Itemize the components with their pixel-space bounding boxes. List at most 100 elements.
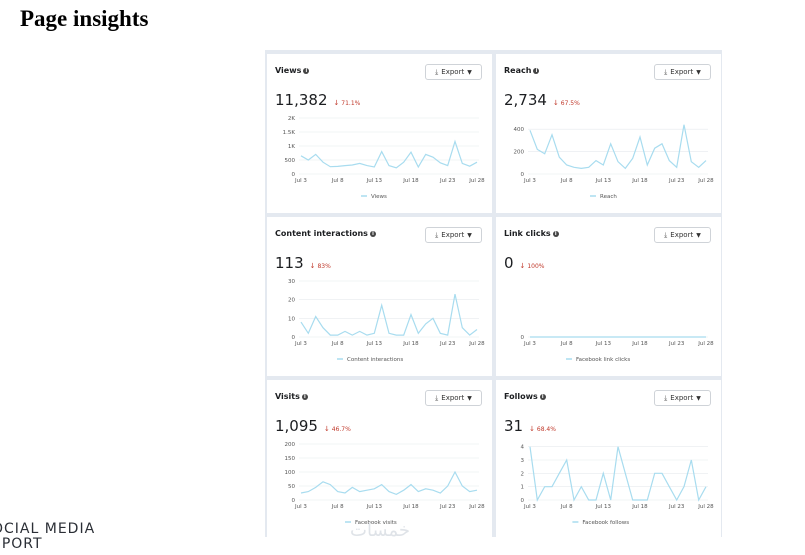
info-icon[interactable]: i bbox=[533, 67, 540, 74]
y-tick-label: 150 bbox=[285, 456, 296, 462]
legend-label: Views bbox=[371, 194, 387, 200]
x-tick-label: Jul 13 bbox=[595, 341, 612, 347]
x-tick-label: Jul 3 bbox=[523, 341, 536, 347]
download-icon: ⤓ bbox=[664, 230, 668, 239]
y-tick-label: 200 bbox=[514, 150, 525, 156]
download-icon: ⤓ bbox=[664, 393, 668, 402]
metric-change: ↓ 100% bbox=[520, 262, 545, 270]
metric-change: ↓ 68.4% bbox=[529, 425, 556, 433]
export-button[interactable]: ⤓ Export ▼ bbox=[425, 227, 482, 243]
card-title: Content interactions i bbox=[275, 229, 376, 238]
info-icon[interactable]: i bbox=[369, 230, 376, 237]
arrow-down-icon: ↓ bbox=[309, 262, 316, 270]
export-label: Export bbox=[441, 394, 465, 402]
y-tick-label: 1 bbox=[521, 485, 525, 491]
legend-label: Facebook follows bbox=[582, 520, 629, 526]
x-tick-label: Jul 8 bbox=[560, 341, 573, 347]
y-tick-label: 2 bbox=[521, 471, 525, 477]
legend-label: Facebook link clicks bbox=[576, 357, 630, 363]
series-line bbox=[529, 446, 707, 502]
card-title: Visits i bbox=[275, 392, 308, 401]
metric-value: 1,095 bbox=[275, 417, 318, 435]
insights-grid: Views i ⤓ Export ▼ 11,382 ↓ 71.1% 2K 1.5K… bbox=[265, 50, 722, 539]
x-tick-label: Jul 8 bbox=[331, 178, 344, 184]
x-tick-label: Jul 28 bbox=[697, 178, 714, 184]
brand-line-2: EPORT bbox=[0, 536, 43, 552]
metric-row: 2,734 ↓ 67.5% bbox=[504, 91, 580, 109]
download-icon: ⤓ bbox=[435, 230, 439, 239]
arrow-down-icon: ↓ bbox=[529, 425, 535, 433]
x-tick-label: Jul 23 bbox=[668, 341, 685, 347]
x-tick-label: Jul 23 bbox=[439, 178, 456, 184]
x-tick-label: Jul 23 bbox=[439, 341, 456, 347]
y-tick-label: 2K bbox=[288, 116, 295, 122]
metric-value: 113 bbox=[275, 254, 304, 272]
info-icon[interactable]: i bbox=[303, 67, 310, 74]
metric-value: 0 bbox=[504, 254, 514, 272]
brand-logo: OCIAL MEDIA EPORT bbox=[0, 522, 95, 552]
download-icon: ⤓ bbox=[435, 393, 439, 402]
chevron-down-icon: ▼ bbox=[696, 394, 701, 402]
card-title-label: Follows bbox=[504, 392, 538, 401]
info-icon[interactable]: i bbox=[539, 393, 546, 400]
arrow-down-icon: ↓ bbox=[552, 99, 559, 107]
card-views: Views i ⤓ Export ▼ 11,382 ↓ 71.1% 2K 1.5K… bbox=[267, 54, 492, 213]
x-tick-label: Jul 3 bbox=[294, 178, 307, 184]
metric-change: ↓ 67.5% bbox=[553, 99, 580, 107]
card-title-label: Views bbox=[275, 66, 302, 75]
x-tick-label: Jul 3 bbox=[294, 504, 307, 510]
x-tick-label: Jul 13 bbox=[595, 504, 612, 510]
chevron-down-icon: ▼ bbox=[467, 231, 472, 239]
chevron-down-icon: ▼ bbox=[467, 394, 472, 402]
card-title-label: Reach bbox=[504, 66, 532, 75]
export-button[interactable]: ⤓ Export ▼ bbox=[654, 390, 711, 406]
download-icon: ⤓ bbox=[664, 67, 668, 76]
change-value: 100% bbox=[527, 263, 545, 270]
metric-value: 2,734 bbox=[504, 91, 547, 109]
y-tick-label: 0 bbox=[292, 172, 296, 178]
y-tick-label: 0 bbox=[521, 498, 525, 504]
y-tick-label: 0 bbox=[521, 335, 525, 341]
x-tick-label: Jul 13 bbox=[366, 504, 383, 510]
export-button[interactable]: ⤓ Export ▼ bbox=[654, 227, 711, 243]
y-tick-label: 500 bbox=[285, 158, 296, 164]
metric-row: 11,382 ↓ 71.1% bbox=[275, 91, 360, 109]
card-title: Link clicks i bbox=[504, 229, 559, 238]
y-tick-label: 0 bbox=[292, 498, 296, 504]
y-tick-label: 10 bbox=[288, 316, 295, 322]
legend-label: Facebook visits bbox=[355, 520, 397, 526]
card-link-clicks: Link clicks i ⤓ Export ▼ 0 ↓ 100% 0 Jul 3… bbox=[496, 217, 721, 376]
export-label: Export bbox=[441, 231, 465, 239]
chevron-down-icon: ▼ bbox=[467, 68, 472, 76]
change-value: 68.4% bbox=[536, 426, 556, 433]
series-line bbox=[300, 470, 478, 496]
x-tick-label: Jul 8 bbox=[560, 504, 573, 510]
card-title-label: Visits bbox=[275, 392, 300, 401]
info-icon[interactable]: i bbox=[552, 230, 559, 237]
brand-line-1: OCIAL MEDIA bbox=[0, 521, 96, 537]
change-value: 71.1% bbox=[341, 100, 361, 107]
card-title: Follows i bbox=[504, 392, 546, 401]
export-label: Export bbox=[441, 68, 465, 76]
export-button[interactable]: ⤓ Export ▼ bbox=[425, 64, 482, 80]
metric-value: 11,382 bbox=[275, 91, 328, 109]
y-tick-label: 1.5K bbox=[283, 130, 296, 136]
y-tick-label: 50 bbox=[288, 484, 295, 490]
card-title-label: Content interactions bbox=[275, 229, 368, 238]
info-icon[interactable]: i bbox=[301, 393, 308, 400]
arrow-down-icon: ↓ bbox=[519, 262, 526, 270]
x-tick-label: Jul 3 bbox=[523, 504, 536, 510]
x-tick-label: Jul 13 bbox=[595, 178, 612, 184]
x-tick-label: Jul 8 bbox=[331, 504, 344, 510]
download-icon: ⤓ bbox=[435, 67, 439, 76]
export-button[interactable]: ⤓ Export ▼ bbox=[425, 390, 482, 406]
series-line bbox=[300, 139, 478, 169]
export-button[interactable]: ⤓ Export ▼ bbox=[654, 64, 711, 80]
metric-row: 0 ↓ 100% bbox=[504, 254, 545, 272]
metric-change: ↓ 83% bbox=[310, 262, 331, 270]
chevron-down-icon: ▼ bbox=[696, 231, 701, 239]
